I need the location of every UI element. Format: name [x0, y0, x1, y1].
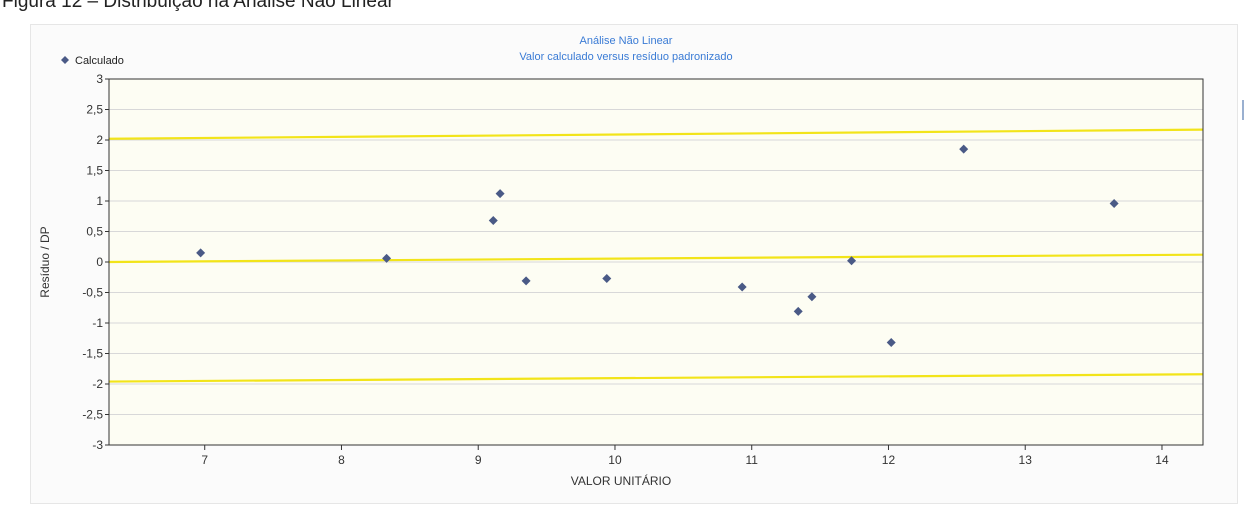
- x-tick-label: 12: [882, 453, 896, 467]
- reference-line: [108, 373, 1204, 383]
- data-point: [196, 248, 206, 258]
- y-tick-label: 2,5: [86, 103, 103, 117]
- y-tick-label: 0,5: [86, 225, 103, 239]
- x-tick-label: 7: [201, 453, 208, 467]
- legend-marker-icon: [61, 56, 69, 64]
- data-point: [521, 276, 531, 286]
- reference-lines-group: [108, 128, 1204, 383]
- y-tick-label: 2: [96, 133, 103, 147]
- plot-border: [108, 78, 1204, 446]
- data-point: [495, 189, 505, 199]
- data-point: [488, 216, 498, 226]
- data-point: [382, 253, 392, 263]
- x-axis-label: VALOR UNITÁRIO: [571, 473, 671, 488]
- y-tick-label: 3: [96, 72, 103, 86]
- x-tick-label: 11: [745, 453, 758, 467]
- y-tick-label: -1,5: [82, 347, 103, 361]
- x-tick-label: 10: [608, 453, 622, 467]
- x-tick-label: 14: [1155, 453, 1169, 467]
- y-axis-label: Resíduo / DP: [38, 226, 52, 297]
- data-point: [886, 338, 896, 348]
- chart-title: Análise Não Linear: [580, 35, 673, 47]
- reference-line: [108, 128, 1204, 140]
- y-tick-label: -3: [92, 438, 103, 452]
- chart-frame: 3 2,5 2 1,5 1 0,5 0 -0,5 -1 -1,5 -2 -2,5 -3 7 8 9 10 11 12…: [30, 24, 1238, 504]
- x-tick-label: 8: [338, 453, 345, 467]
- figure-caption: Figura 12 – Distribuição na Análise Não …: [2, 0, 394, 12]
- x-tick-label: 13: [1019, 453, 1033, 467]
- data-point: [959, 144, 969, 154]
- reference-line: [108, 253, 1204, 264]
- data-points-group: [196, 144, 1119, 348]
- data-point: [1109, 198, 1119, 208]
- y-tick-label: -2: [92, 377, 103, 391]
- y-tick-label: -0,5: [82, 286, 103, 300]
- data-point: [847, 256, 857, 266]
- y-tick-label: 0: [96, 255, 103, 269]
- y-tick-label: 1: [96, 194, 103, 208]
- data-point: [737, 282, 747, 292]
- legend-label: Calculado: [75, 55, 124, 67]
- y-tick-label: -1: [92, 316, 103, 330]
- data-point: [793, 306, 803, 316]
- y-tick-label: 1,5: [86, 164, 103, 178]
- data-point: [602, 273, 612, 283]
- gridlines-group: [109, 78, 1203, 446]
- scatter-chart: 3 2,5 2 1,5 1 0,5 0 -0,5 -1 -1,5 -2 -2,5 -3 7 8 9 10 11 12…: [38, 35, 1204, 488]
- y-tick-label: -2,5: [82, 408, 103, 422]
- axes-group: [105, 78, 1204, 450]
- data-point: [807, 292, 817, 302]
- tick-labels-group: 3 2,5 2 1,5 1 0,5 0 -0,5 -1 -1,5 -2 -2,5 -3 7 8 9 10 11 12…: [82, 72, 1169, 467]
- edge-mark: [1242, 100, 1244, 120]
- x-tick-label: 9: [475, 453, 482, 467]
- chart-subtitle: Valor calculado versus resíduo padroniza…: [519, 51, 732, 63]
